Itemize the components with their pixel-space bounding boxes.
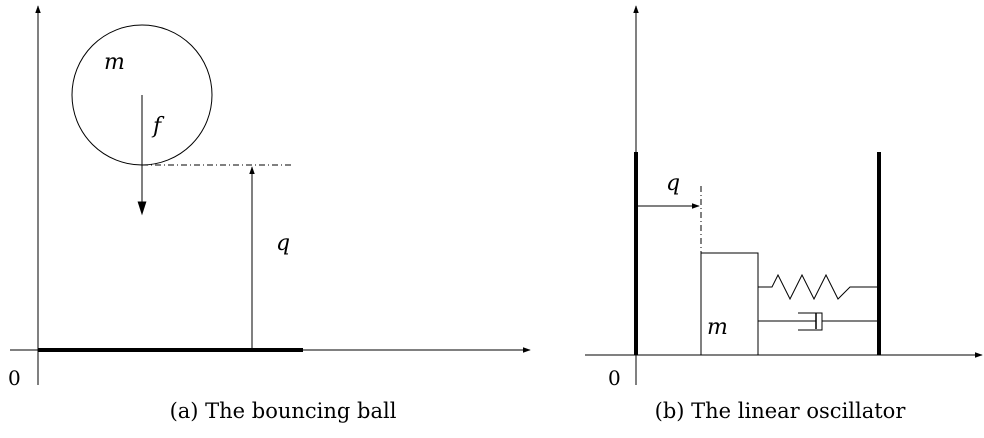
panel-b-linear-oscillator: q m 0 (b) The linear oscillator: [585, 5, 983, 423]
panel-b-damper: [758, 312, 879, 331]
panel-b-position-label: q: [666, 171, 680, 196]
panel-a-bouncing-ball: m f q 0 (a) The bouncing ball: [8, 5, 531, 423]
panel-a-mass-label: m: [104, 50, 125, 75]
panel-b-mass-block: [700, 252, 759, 356]
panel-b-mass-label: m: [707, 315, 728, 340]
panel-b-origin-label: 0: [608, 366, 621, 390]
panel-b-caption: (b) The linear oscillator: [655, 399, 907, 423]
panel-a-caption: (a) The bouncing ball: [170, 399, 397, 423]
panel-a-force-label: f: [151, 114, 165, 139]
panel-b-spring: [758, 273, 879, 301]
panel-a-position-label: q: [276, 231, 290, 256]
panel-a-origin-label: 0: [8, 366, 21, 390]
